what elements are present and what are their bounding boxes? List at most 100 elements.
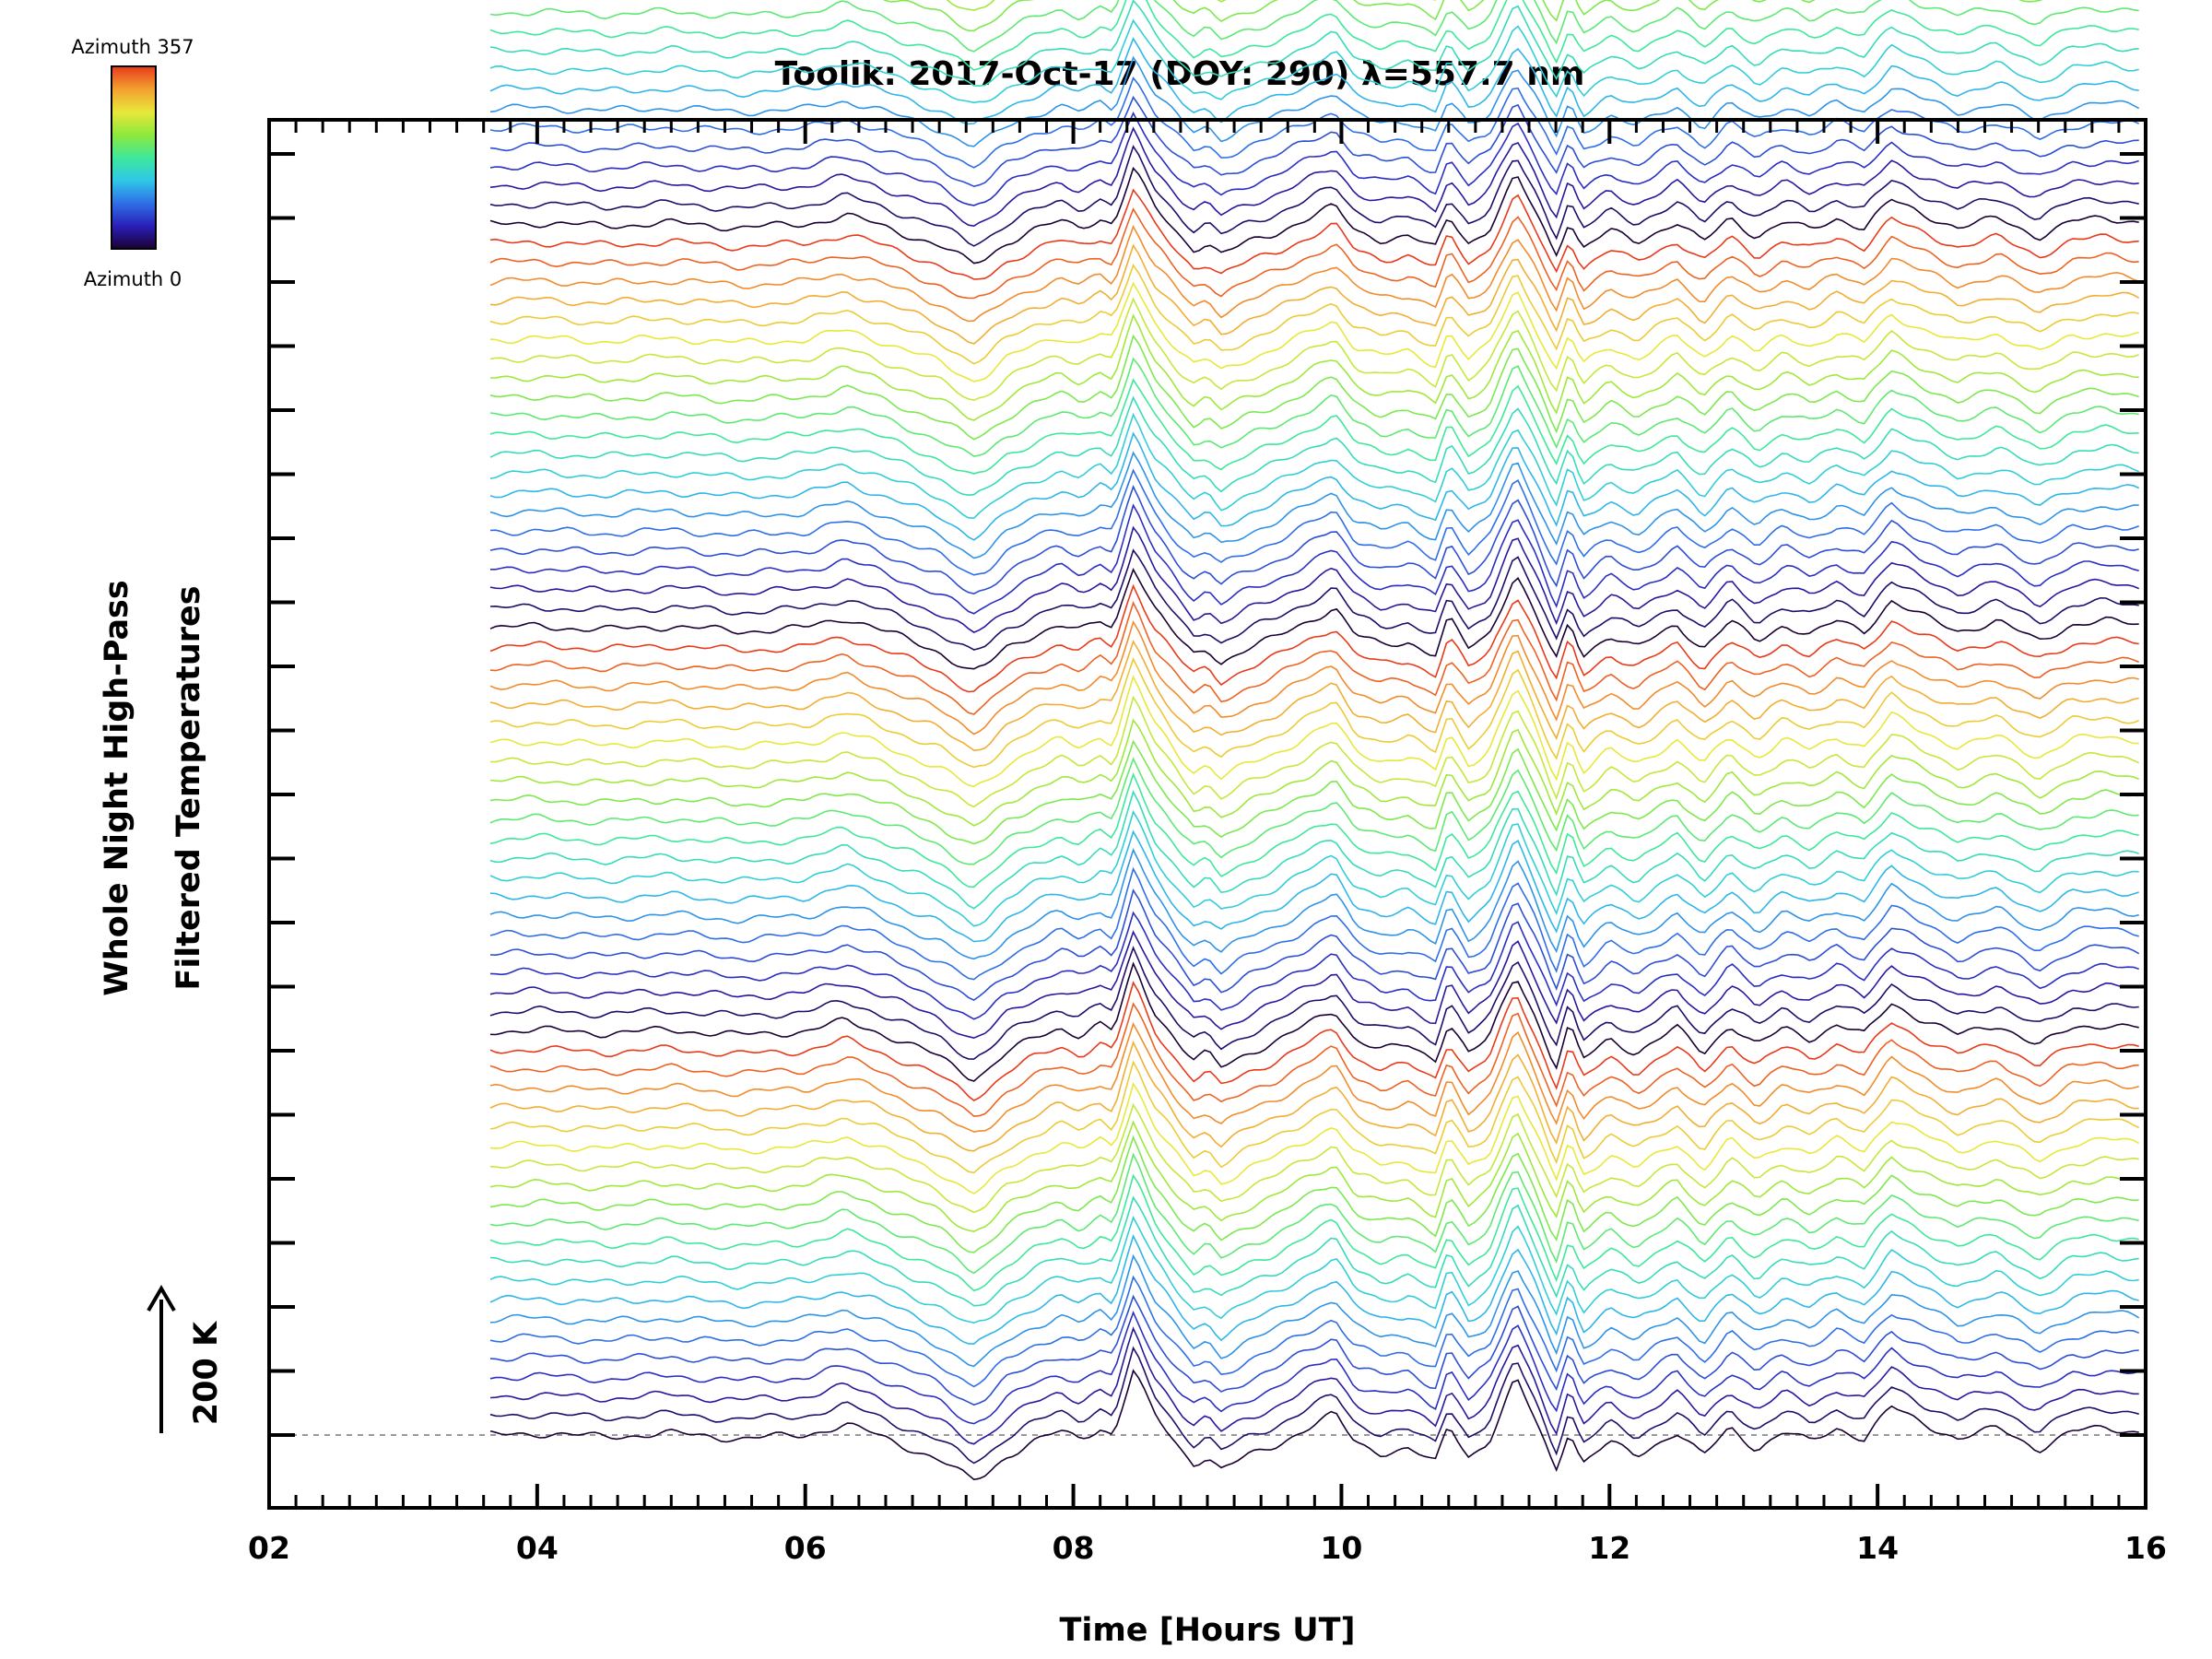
trace-line-32 bbox=[489, 757, 2139, 865]
colorbar-bottom-label: Azimuth 0 bbox=[84, 268, 182, 290]
trace-line-71 bbox=[489, 18, 2139, 104]
y-axis-label-line-2: Filtered Temperatures bbox=[171, 585, 207, 990]
trace-line-70 bbox=[489, 37, 2139, 125]
trace-line-67 bbox=[489, 95, 2139, 188]
trace-line-36 bbox=[489, 675, 2139, 788]
y-axis-label: Whole Night High-Pass Filtered Temperatu… bbox=[99, 580, 207, 995]
trace-line-55 bbox=[489, 313, 2139, 421]
trace-line-72 bbox=[489, 0, 2139, 88]
trace-line-3 bbox=[489, 1310, 2139, 1425]
x-tick-label-16: 16 bbox=[2124, 1530, 2167, 1566]
trace-line-46 bbox=[489, 485, 2139, 594]
y-axis bbox=[269, 152, 2146, 1437]
trace-line-27 bbox=[489, 848, 2139, 960]
trace-line-41 bbox=[489, 583, 2139, 693]
trace-line-7 bbox=[489, 1234, 2139, 1345]
trace-line-63 bbox=[489, 166, 2139, 265]
x-tick-label-08: 08 bbox=[1053, 1530, 1095, 1566]
trace-line-15 bbox=[489, 1082, 2140, 1194]
trace-line-6 bbox=[489, 1253, 2140, 1368]
plot-frame bbox=[267, 118, 2147, 1510]
trace-line-53 bbox=[489, 357, 2139, 457]
trace-line-34 bbox=[489, 718, 2140, 827]
scale-bar-arrow-head bbox=[147, 1285, 176, 1312]
trace-line-19 bbox=[489, 1002, 2139, 1117]
trace-line-5 bbox=[489, 1275, 2140, 1388]
trace-line-73 bbox=[489, 0, 2139, 71]
trace-line-44 bbox=[489, 525, 2140, 634]
colorbar-gradient bbox=[111, 65, 157, 250]
trace-line-65 bbox=[489, 126, 2139, 228]
trace-line-69 bbox=[489, 55, 2140, 147]
trace-line-0 bbox=[489, 1369, 2139, 1481]
chart-title: Toolik: 2017-Oct-17 (DOY: 290) λ=557.7 n… bbox=[775, 55, 1585, 93]
x-tick-label-12: 12 bbox=[1588, 1530, 1630, 1566]
trace-line-2 bbox=[489, 1326, 2139, 1445]
trace-line-28 bbox=[489, 830, 2139, 943]
trace-line-33 bbox=[489, 739, 2139, 845]
trace-line-1 bbox=[489, 1346, 2139, 1465]
trace-line-49 bbox=[489, 431, 2140, 541]
trace-line-11 bbox=[489, 1152, 2139, 1275]
trace-line-29 bbox=[489, 810, 2139, 927]
trace-line-35 bbox=[489, 695, 2140, 808]
trace-line-74 bbox=[489, 0, 2139, 53]
x-tick-label-02: 02 bbox=[248, 1530, 290, 1566]
trace-line-50 bbox=[489, 412, 2140, 520]
trace-line-16 bbox=[489, 1060, 2140, 1174]
scale-bar-label: 200 K bbox=[188, 1320, 225, 1425]
trace-line-61 bbox=[489, 206, 2139, 300]
trace-line-47 bbox=[489, 468, 2139, 576]
trace-line-40 bbox=[489, 600, 2140, 715]
trace-line-43 bbox=[489, 548, 2139, 651]
scale-bar: 200 K bbox=[147, 1285, 225, 1433]
trace-line-57 bbox=[489, 281, 2139, 382]
trace-line-18 bbox=[489, 1021, 2139, 1133]
trace-line-20 bbox=[489, 981, 2139, 1101]
trace-line-56 bbox=[489, 297, 2139, 402]
trace-line-12 bbox=[489, 1135, 2139, 1253]
trace-line-75 bbox=[883, 0, 2043, 32]
trace-stack bbox=[489, 0, 2140, 1481]
x-tick-label-10: 10 bbox=[1320, 1530, 1362, 1566]
trace-line-54 bbox=[489, 334, 2139, 441]
trace-line-10 bbox=[489, 1173, 2139, 1292]
trace-line-76 bbox=[946, 0, 1437, 11]
trace-line-64 bbox=[489, 145, 2139, 247]
trace-line-38 bbox=[489, 640, 2139, 752]
trace-line-23 bbox=[489, 930, 2139, 1040]
trace-line-13 bbox=[489, 1120, 2139, 1233]
trace-line-52 bbox=[489, 378, 2139, 475]
x-tick-label-06: 06 bbox=[784, 1530, 827, 1566]
colorbar-top-label: Azimuth 357 bbox=[71, 36, 194, 58]
trace-line-62 bbox=[489, 188, 2139, 280]
x-tick-label-04: 04 bbox=[516, 1530, 559, 1566]
trace-line-26 bbox=[489, 866, 2139, 981]
y-axis-label-line-1: Whole Night High-Pass bbox=[99, 580, 135, 995]
trace-line-4 bbox=[489, 1294, 2139, 1406]
trace-line-58 bbox=[489, 264, 2139, 365]
trace-line-24 bbox=[489, 911, 2139, 1020]
trace-line-37 bbox=[489, 657, 2139, 769]
trace-line-22 bbox=[489, 946, 2139, 1060]
trace-line-42 bbox=[489, 568, 2139, 670]
trace-line-17 bbox=[489, 1041, 2139, 1152]
trace-line-25 bbox=[489, 888, 2140, 1002]
colorbar: Azimuth 357 Azimuth 0 bbox=[71, 36, 194, 290]
trace-line-66 bbox=[489, 111, 2139, 206]
trace-line-39 bbox=[489, 619, 2139, 735]
trace-line-9 bbox=[489, 1195, 2139, 1307]
x-tick-label-14: 14 bbox=[1856, 1530, 1899, 1566]
trace-line-30 bbox=[489, 790, 2139, 910]
trace-line-48 bbox=[489, 451, 2139, 559]
trace-line-45 bbox=[490, 503, 2139, 615]
trace-line-14 bbox=[489, 1102, 2139, 1214]
trace-line-51 bbox=[489, 395, 2139, 497]
trace-line-60 bbox=[489, 224, 2139, 323]
x-axis: 02 04 06 08 10 12 14 16 bbox=[248, 120, 2167, 1566]
trace-line-21 bbox=[489, 961, 2139, 1082]
x-axis-label: Time [Hours UT] bbox=[1059, 1612, 1355, 1649]
trace-line-8 bbox=[489, 1215, 2139, 1324]
trace-line-31 bbox=[489, 771, 2139, 888]
